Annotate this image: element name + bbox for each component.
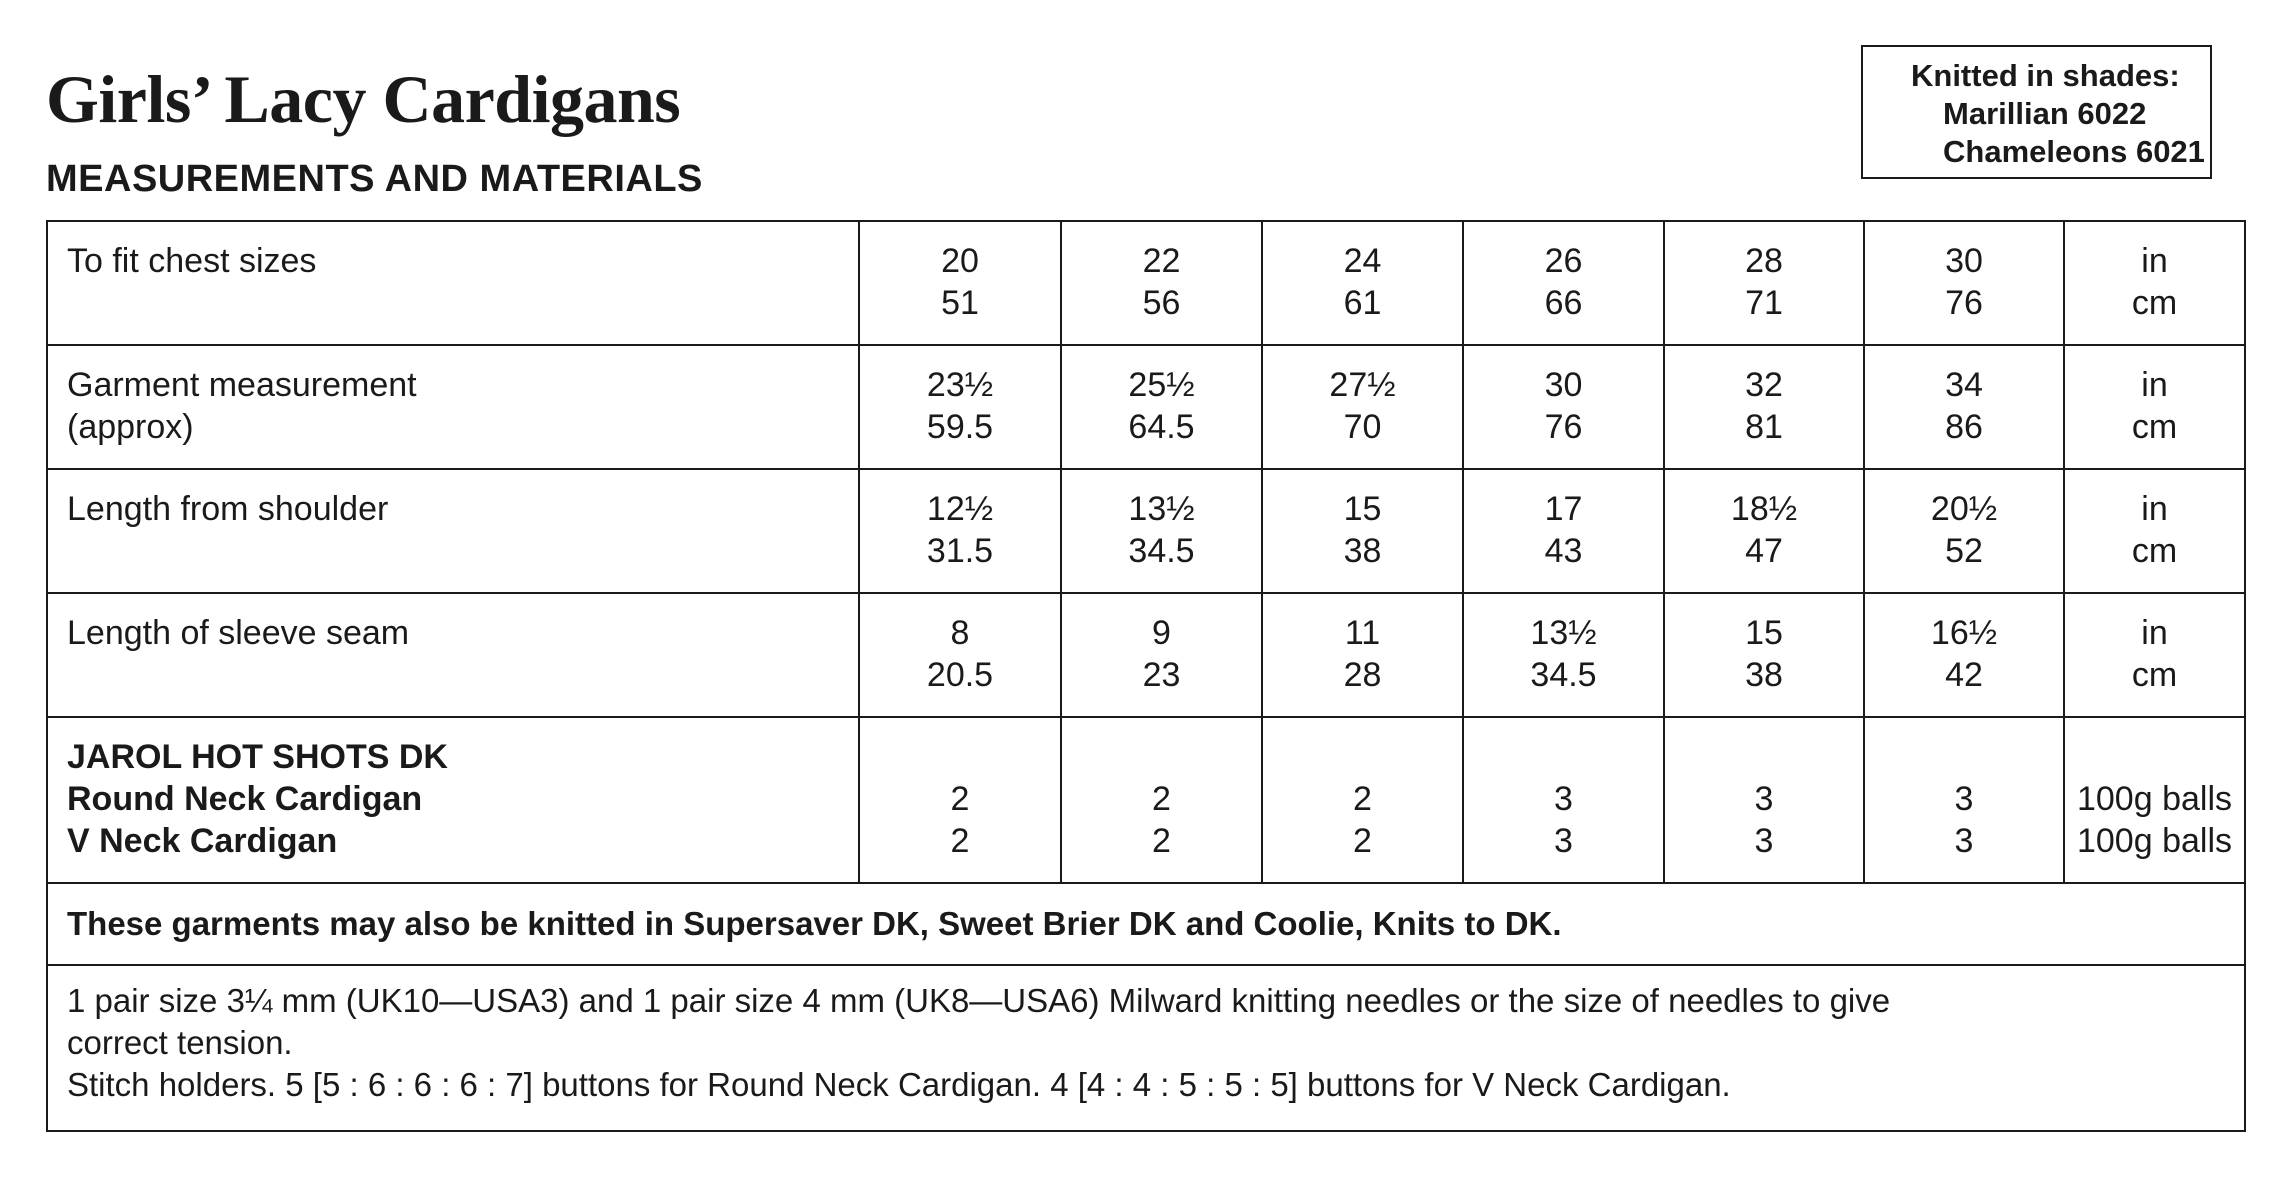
row-label: Length of sleeve seam <box>46 592 860 718</box>
table-row: Garment measurement (approx) 23½ 59.5 25½ 6… <box>46 344 2246 470</box>
unit-cell: in cm <box>2063 220 2246 346</box>
shades-box: Knitted in shades: Marillian 6022 Chamel… <box>1861 45 2212 179</box>
shade-marillian: Marillian 6022 <box>1943 96 2147 131</box>
size-cell: 16½ 42 <box>1863 592 2065 718</box>
measurements-table: To fit chest sizes 20 51 22 56 24 61 26 66 2… <box>46 220 2246 1132</box>
size-cell: 22 56 <box>1060 220 1263 346</box>
table-row: Length of sleeve seam 8 20.5 9 23 11 28 13½… <box>46 592 2246 718</box>
section-heading: MEASUREMENTS AND MATERIALS <box>46 158 703 200</box>
size-cell: 13½ 34.5 <box>1060 468 1263 594</box>
size-cell: 18½ 47 <box>1663 468 1865 594</box>
unit-cell: in cm <box>2063 344 2246 470</box>
table-row: Length from shoulder 12½ 31.5 13½ 34.5 15 3… <box>46 468 2246 594</box>
size-cell: 8 20.5 <box>858 592 1062 718</box>
size-cell: 30 76 <box>1863 220 2065 346</box>
size-cell: 20½ 52 <box>1863 468 2065 594</box>
size-cell: 34 86 <box>1863 344 2065 470</box>
size-cell: 27½ 70 <box>1261 344 1464 470</box>
table-row: These garments may also be knitted in Su… <box>46 882 2246 966</box>
size-cell: 25½ 64.5 <box>1060 344 1263 470</box>
row-label: Garment measurement (approx) <box>46 344 860 470</box>
alternate-yarns-note: These garments may also be knitted in Su… <box>46 882 2246 966</box>
table-row: To fit chest sizes 20 51 22 56 24 61 26 66 2… <box>46 220 2246 346</box>
size-cell: 15 38 <box>1261 468 1464 594</box>
size-cell: 12½ 31.5 <box>858 468 1062 594</box>
size-cell: 24 61 <box>1261 220 1464 346</box>
size-cell: 26 66 <box>1462 220 1665 346</box>
size-cell: 11 28 <box>1261 592 1464 718</box>
shades-heading: Knitted in shades: <box>1911 58 2180 93</box>
row-label: Length from shoulder <box>46 468 860 594</box>
size-cell: 15 38 <box>1663 592 1865 718</box>
yarn-label: JAROL HOT SHOTS DK Round Neck Cardigan V N… <box>46 716 860 884</box>
unit-cell: in cm <box>2063 468 2246 594</box>
row-label: To fit chest sizes <box>46 220 860 346</box>
size-cell: 13½ 34.5 <box>1462 592 1665 718</box>
needles-note: 1 pair size 3¼ mm (UK10—USA3) and 1 pair… <box>46 964 2246 1132</box>
table-row: 1 pair size 3¼ mm (UK10—USA3) and 1 pair… <box>46 964 2246 1132</box>
size-cell: 17 43 <box>1462 468 1665 594</box>
table-row: JAROL HOT SHOTS DK Round Neck Cardigan V N… <box>46 716 2246 884</box>
unit-cell: in cm <box>2063 592 2246 718</box>
size-cell: 30 76 <box>1462 344 1665 470</box>
unit-cell: 100g balls 100g balls <box>2063 716 2246 884</box>
shade-chameleons: Chameleons 6021 <box>1943 134 2205 169</box>
size-cell: 20 51 <box>858 220 1062 346</box>
size-cell: 32 81 <box>1663 344 1865 470</box>
size-cell: 23½ 59.5 <box>858 344 1062 470</box>
page-title: Girls’ Lacy Cardigans <box>46 61 681 137</box>
size-cell: 28 71 <box>1663 220 1865 346</box>
size-cell: 9 23 <box>1060 592 1263 718</box>
